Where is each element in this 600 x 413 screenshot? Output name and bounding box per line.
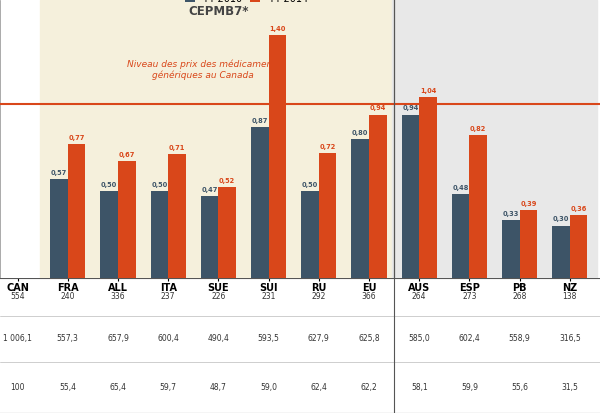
Text: 490,4: 490,4 [208,334,229,343]
Text: CEPMB7*: CEPMB7* [188,5,248,18]
Text: 316,5: 316,5 [559,334,581,343]
Bar [50,179,68,278]
Bar [319,153,337,278]
Bar [469,135,487,278]
Legend: T4-2010, T4-2014: T4-2010, T4-2014 [185,0,308,4]
Text: Niveau des prix des médicaments
génériques au Canada: Niveau des prix des médicaments génériqu… [127,59,280,80]
Text: 62,4: 62,4 [310,383,327,392]
Bar [553,225,570,278]
Text: 31,5: 31,5 [562,383,578,392]
Text: 240: 240 [61,292,75,301]
Text: 1,04: 1,04 [420,88,436,94]
Text: 0,50: 0,50 [302,182,318,188]
Text: 55,6: 55,6 [511,383,528,392]
Text: 58,1: 58,1 [411,383,428,392]
Text: 0,72: 0,72 [319,144,336,150]
Bar [452,194,469,278]
Bar [218,188,236,278]
Bar [168,154,186,278]
Text: 0,94: 0,94 [370,105,386,112]
Text: 273: 273 [462,292,477,301]
Text: 231: 231 [262,292,276,301]
Text: 366: 366 [362,292,376,301]
Text: 55,4: 55,4 [59,383,76,392]
Text: 237: 237 [161,292,175,301]
Text: 100: 100 [10,383,25,392]
Bar [392,0,598,278]
Text: 0,94: 0,94 [402,105,419,112]
Text: 0,82: 0,82 [470,126,487,132]
Text: 0,33: 0,33 [503,211,519,217]
Text: 264: 264 [412,292,427,301]
Bar [502,221,520,278]
Text: 0,50: 0,50 [101,182,118,188]
Text: 226: 226 [211,292,226,301]
Text: 0,30: 0,30 [553,216,569,223]
Text: 585,0: 585,0 [409,334,430,343]
Text: 657,9: 657,9 [107,334,129,343]
Text: 336: 336 [110,292,125,301]
Bar [570,215,587,278]
Bar [352,139,369,278]
Bar [100,191,118,278]
Bar [68,144,85,278]
Text: 625,8: 625,8 [358,334,380,343]
Text: 59,9: 59,9 [461,383,478,392]
Bar [40,0,397,278]
Text: 1 006,1: 1 006,1 [3,334,32,343]
Bar [269,35,286,278]
Text: 600,4: 600,4 [157,334,179,343]
Bar [520,210,537,278]
Text: 0,50: 0,50 [151,182,167,188]
Text: 268: 268 [512,292,527,301]
Text: 48,7: 48,7 [210,383,227,392]
Text: 0,36: 0,36 [571,206,587,212]
Text: 62,2: 62,2 [361,383,377,392]
Bar [369,114,386,278]
Text: 65,4: 65,4 [109,383,127,392]
Text: 593,5: 593,5 [257,334,280,343]
Text: 554: 554 [10,292,25,301]
Text: 0,52: 0,52 [219,178,235,184]
Bar [251,127,269,278]
Text: 59,0: 59,0 [260,383,277,392]
Text: 1,40: 1,40 [269,26,286,31]
Text: 557,3: 557,3 [57,334,79,343]
Text: 602,4: 602,4 [458,334,481,343]
Bar [401,114,419,278]
Text: 138: 138 [563,292,577,301]
Text: 558,9: 558,9 [509,334,530,343]
Text: 59,7: 59,7 [160,383,177,392]
Bar [151,191,168,278]
Bar [301,191,319,278]
Text: 0,47: 0,47 [202,187,218,193]
Bar [419,97,437,278]
Text: 0,71: 0,71 [169,145,185,151]
Bar [201,196,218,278]
Text: 0,80: 0,80 [352,130,368,136]
Text: 0,87: 0,87 [251,118,268,123]
Text: 0,67: 0,67 [119,152,135,158]
Text: 0,48: 0,48 [452,185,469,191]
Text: 0,39: 0,39 [520,201,536,207]
Text: 292: 292 [311,292,326,301]
Bar [118,161,136,278]
Text: 627,9: 627,9 [308,334,330,343]
Text: 0,77: 0,77 [68,135,85,141]
Text: 0,57: 0,57 [51,170,67,176]
